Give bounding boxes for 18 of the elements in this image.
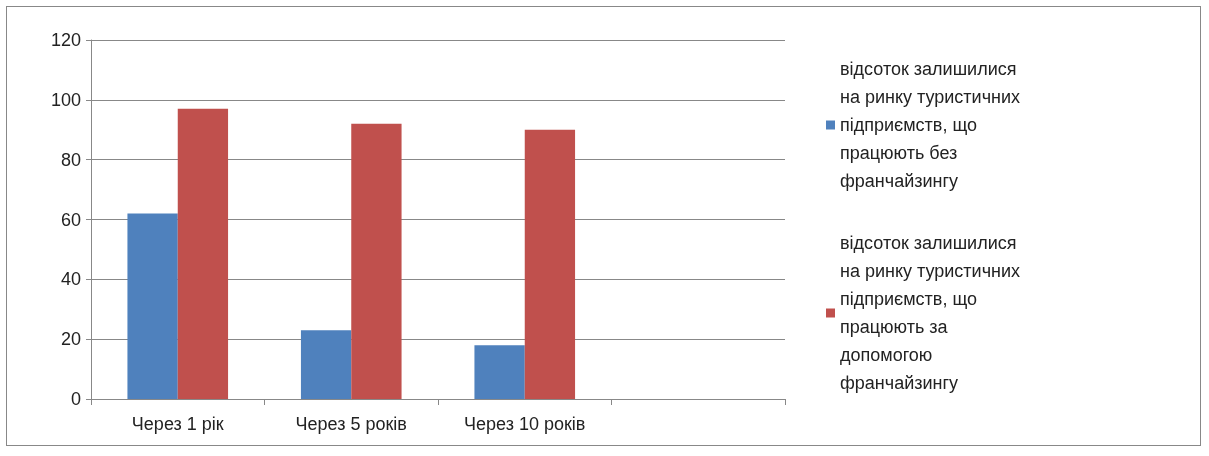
y-tick-label: 120 (50, 30, 81, 50)
y-tick-label: 80 (60, 149, 81, 170)
legend-label: відсоток залишилися на ринку туристичних підприємств, що працюють без франчайзингу (840, 59, 1026, 191)
bar (474, 345, 525, 399)
bar (177, 108, 229, 399)
y-tick-label: 60 (60, 209, 81, 230)
bar (127, 213, 178, 399)
bar (524, 129, 576, 399)
bar (351, 123, 402, 399)
y-tick-label: 100 (50, 89, 81, 110)
x-tick-label: Через 10 років (464, 414, 586, 434)
y-tick-label: 20 (60, 329, 81, 350)
legend-label: відсоток залишилися на ринку туристичних підприємств, що працюють за допомогою франчайзингу (840, 233, 1026, 393)
y-tick-label: 0 (70, 389, 81, 409)
y-tick-label: 40 (60, 269, 81, 290)
x-tick-label: Через 1 рік (131, 414, 224, 434)
x-tick-label: Через 5 років (295, 414, 407, 434)
bar (300, 330, 352, 399)
